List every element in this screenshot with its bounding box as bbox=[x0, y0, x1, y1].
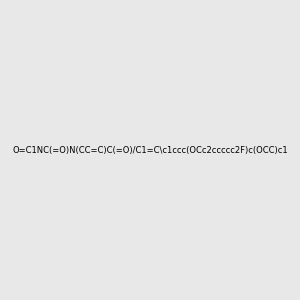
Text: O=C1NC(=O)N(CC=C)C(=O)/C1=C\c1ccc(OCc2ccccc2F)c(OCC)c1: O=C1NC(=O)N(CC=C)C(=O)/C1=C\c1ccc(OCc2cc… bbox=[12, 146, 288, 154]
